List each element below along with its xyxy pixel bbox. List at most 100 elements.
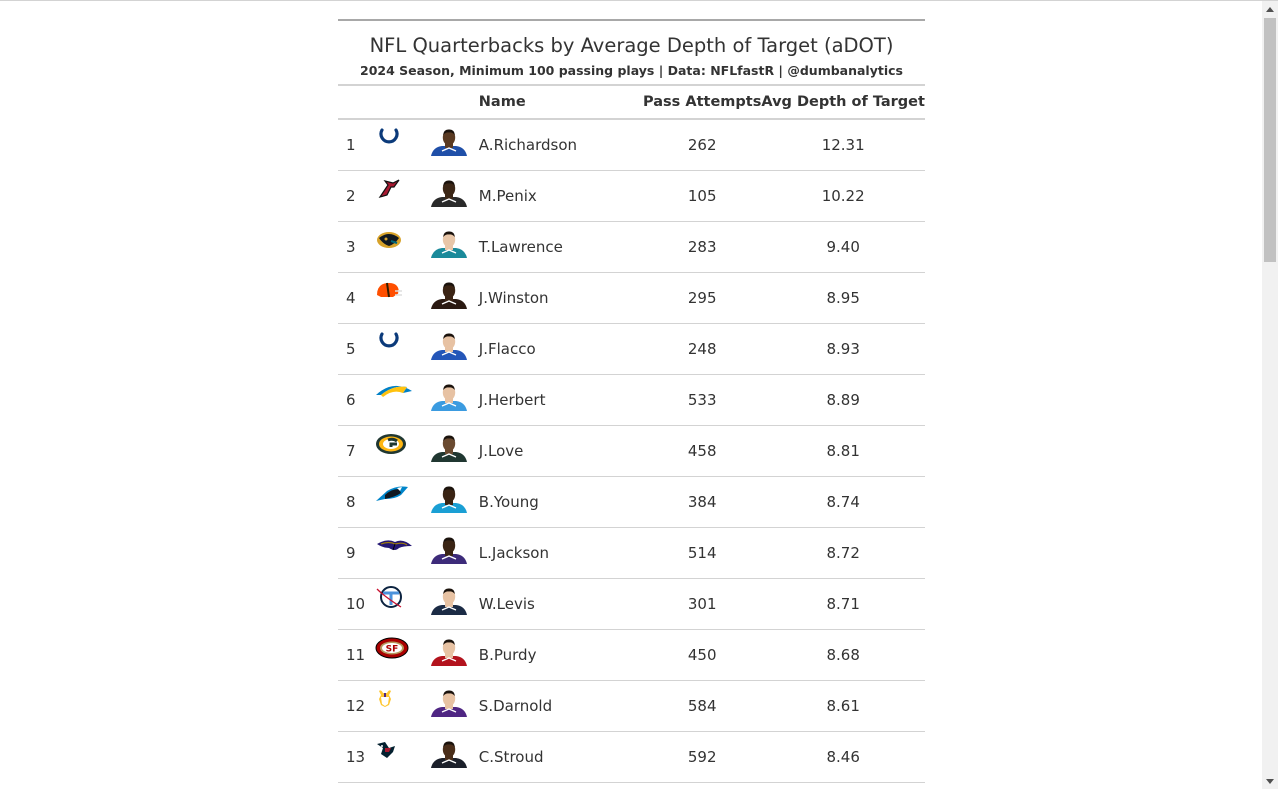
table-body: 1 A.Richardson 262 12.31 2 M.Penix 105 10.22 3 T.…	[338, 119, 925, 783]
rank-cell: 8	[338, 476, 376, 528]
player-headshot-icon	[430, 383, 468, 411]
player-name-cell: B.Purdy	[478, 629, 644, 681]
table-row: 12 S.Darnold 584 8.61	[338, 680, 925, 732]
headshot-cell	[425, 680, 479, 732]
pass-attempts-cell: 584	[643, 680, 762, 732]
avg-depth-of-target-cell: 8.93	[761, 323, 925, 375]
table-row: 4 J.Winston 295 8.95	[338, 272, 925, 324]
avg-depth-of-target-cell: 8.61	[761, 680, 925, 732]
player-name-cell: W.Levis	[478, 578, 644, 630]
team-logo-cell	[375, 272, 426, 324]
scroll-down-arrow-icon[interactable]	[1262, 773, 1278, 789]
pass-attempts-cell: 592	[643, 731, 762, 783]
table-title: NFL Quarterbacks by Average Depth of Tar…	[369, 34, 894, 57]
table-row: 10 W.Levis 301 8.71	[338, 578, 925, 630]
avg-depth-of-target-cell: 8.81	[761, 425, 925, 477]
scrollbar-thumb[interactable]	[1264, 18, 1276, 262]
col-header-team	[375, 85, 426, 120]
window-top-border	[0, 0, 1278, 1]
avg-depth-of-target-cell: 8.46	[761, 731, 925, 783]
player-headshot-icon	[430, 689, 468, 717]
table-row: 8 B.Young 384 8.74	[338, 476, 925, 528]
team-logo-cell	[375, 119, 426, 171]
player-name-cell: B.Young	[478, 476, 644, 528]
table-row: 3 T.Lawrence 283 9.40	[338, 221, 925, 273]
colts-logo	[375, 330, 403, 354]
pass-attempts-cell: 514	[643, 527, 762, 579]
headshot-cell	[425, 578, 479, 630]
team-logo-cell	[375, 680, 426, 732]
player-headshot-icon	[430, 740, 468, 768]
col-header-pass-attempts: Pass Attempts	[643, 85, 762, 120]
player-headshot-icon	[430, 536, 468, 564]
player-headshot-icon	[430, 587, 468, 615]
rank-cell: 12	[338, 680, 376, 732]
colts-logo	[375, 126, 403, 150]
avg-depth-of-target-cell: 8.68	[761, 629, 925, 681]
team-logo-cell	[375, 476, 426, 528]
pass-attempts-cell: 248	[643, 323, 762, 375]
vikings-logo	[375, 687, 403, 711]
table-row: 1 A.Richardson 262 12.31	[338, 119, 925, 171]
team-logo-cell: SF	[375, 629, 426, 681]
team-logo-cell	[375, 323, 426, 375]
player-headshot-icon	[430, 485, 468, 513]
pass-attempts-cell: 458	[643, 425, 762, 477]
col-header-avg-depth-of-target: Avg Depth of Target	[761, 85, 925, 120]
pass-attempts-cell: 295	[643, 272, 762, 324]
avg-depth-of-target-cell: 8.89	[761, 374, 925, 426]
panthers-logo	[375, 483, 409, 507]
headshot-cell	[425, 629, 479, 681]
rank-cell: 10	[338, 578, 376, 630]
rank-cell: 9	[338, 527, 376, 579]
pass-attempts-cell: 450	[643, 629, 762, 681]
svg-text:SF: SF	[386, 645, 399, 655]
avg-depth-of-target-cell: 9.40	[761, 221, 925, 273]
player-name-cell: S.Darnold	[478, 680, 644, 732]
49ers-logo: SF	[375, 636, 409, 660]
vertical-scrollbar[interactable]	[1262, 1, 1278, 789]
pass-attempts-cell: 384	[643, 476, 762, 528]
rank-cell: 4	[338, 272, 376, 324]
player-name-cell: J.Herbert	[478, 374, 644, 426]
player-name-cell: J.Winston	[478, 272, 644, 324]
player-headshot-icon	[430, 281, 468, 309]
team-logo-cell	[375, 170, 426, 222]
rank-cell: 6	[338, 374, 376, 426]
headshot-cell	[425, 527, 479, 579]
qb-adot-table: NFL Quarterbacks by Average Depth of Tar…	[338, 19, 925, 783]
falcons-logo	[375, 177, 403, 201]
rank-cell: 11	[338, 629, 376, 681]
pass-attempts-cell: 262	[643, 119, 762, 171]
headshot-cell	[425, 476, 479, 528]
rank-cell: 2	[338, 170, 376, 222]
team-logo-cell	[375, 527, 426, 579]
player-name-cell: L.Jackson	[478, 527, 644, 579]
headshot-cell	[425, 221, 479, 273]
scroll-up-arrow-icon[interactable]	[1262, 1, 1278, 17]
titans-logo	[375, 585, 403, 609]
table-row: 9 L.Jackson 514 8.72	[338, 527, 925, 579]
column-header-row: Name Pass Attempts Avg Depth of Target	[338, 85, 925, 120]
jaguars-logo	[375, 228, 403, 252]
table-row: 5 J.Flacco 248 8.93	[338, 323, 925, 375]
headshot-cell	[425, 731, 479, 783]
avg-depth-of-target-cell: 8.95	[761, 272, 925, 324]
player-headshot-icon	[430, 638, 468, 666]
table-row: 6 J.Herbert 533 8.89	[338, 374, 925, 426]
rank-cell: 5	[338, 323, 376, 375]
packers-logo	[375, 432, 407, 456]
rank-cell: 13	[338, 731, 376, 783]
headshot-cell	[425, 119, 479, 171]
player-headshot-icon	[430, 332, 468, 360]
pass-attempts-cell: 105	[643, 170, 762, 222]
avg-depth-of-target-cell: 8.71	[761, 578, 925, 630]
texans-logo	[375, 738, 403, 762]
headshot-cell	[425, 272, 479, 324]
col-header-name: Name	[478, 85, 644, 120]
team-logo-cell	[375, 731, 426, 783]
avg-depth-of-target-cell: 12.31	[761, 119, 925, 171]
headshot-cell	[425, 425, 479, 477]
player-name-cell: T.Lawrence	[478, 221, 644, 273]
